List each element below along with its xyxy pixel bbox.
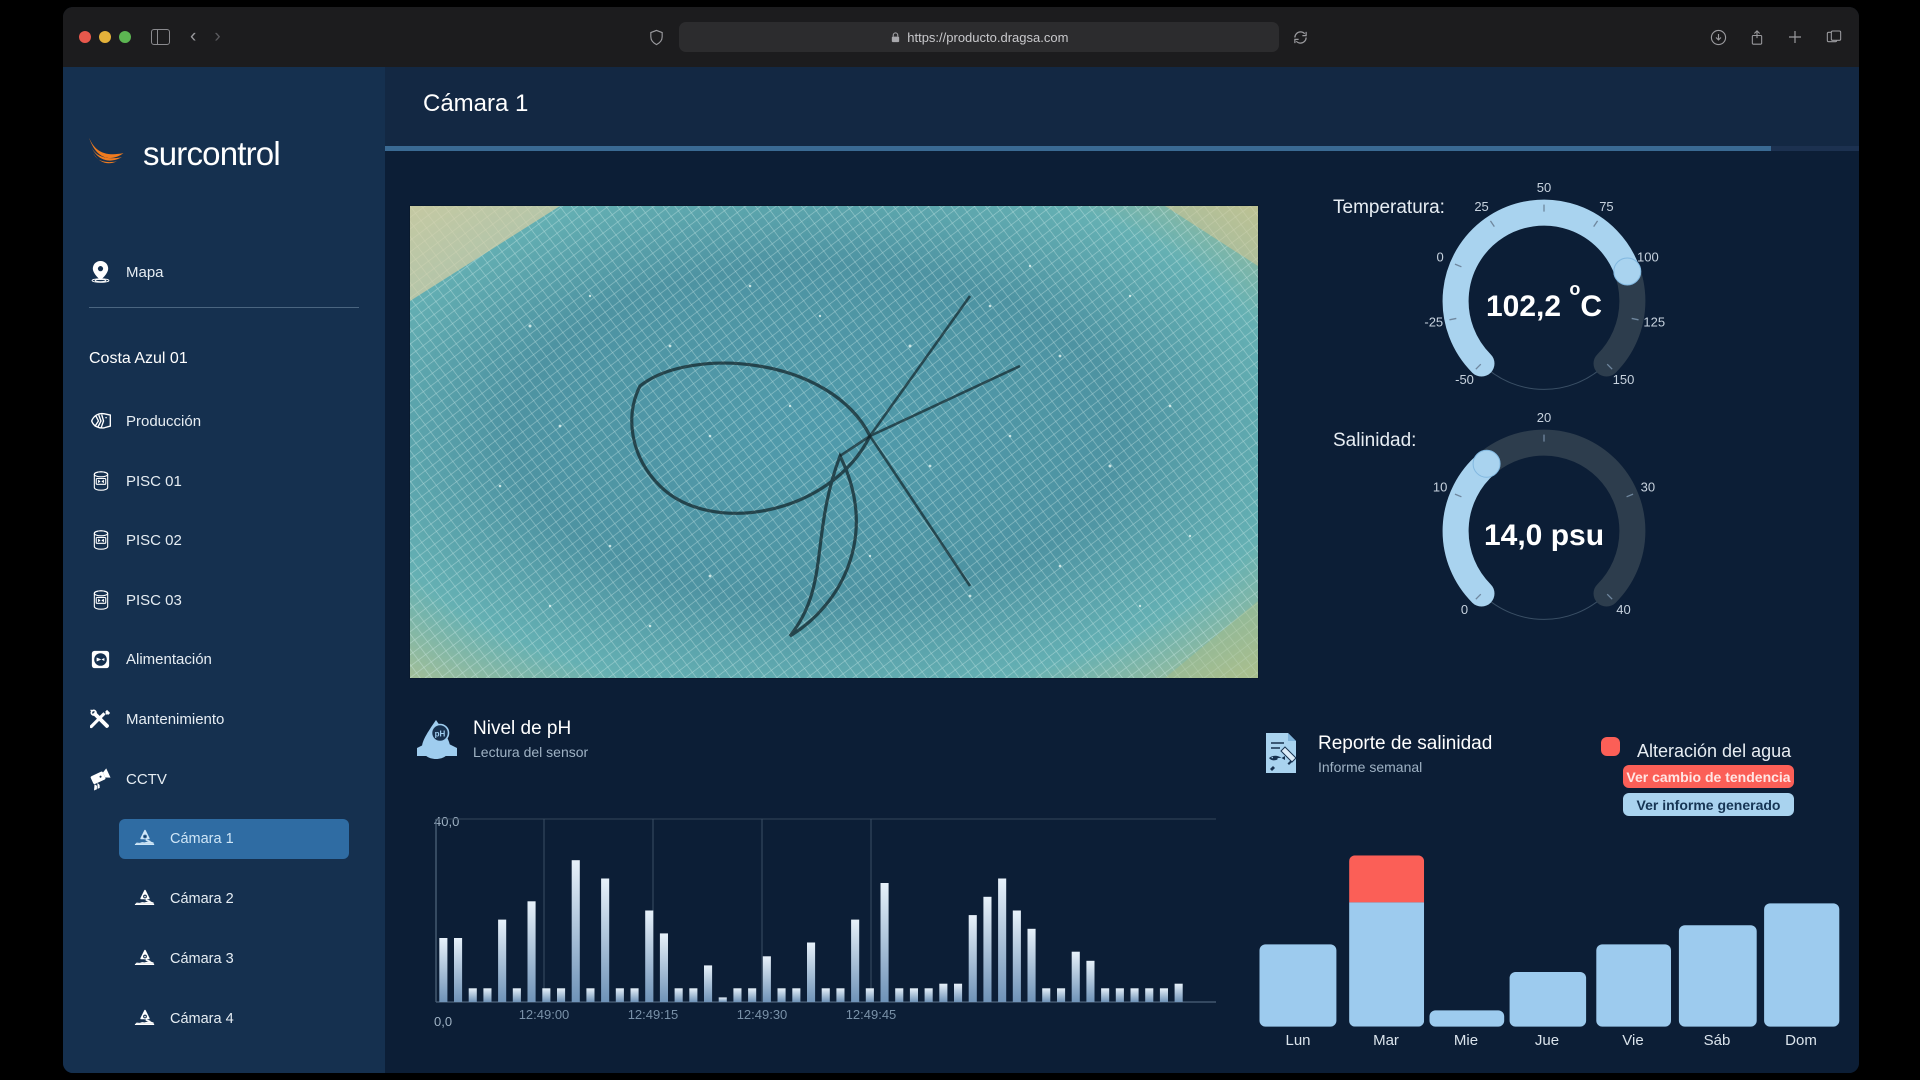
svg-text:30: 30 xyxy=(1641,479,1655,494)
svg-text:Dom: Dom xyxy=(1785,1032,1817,1049)
svg-text:25: 25 xyxy=(1474,199,1488,214)
svg-text:12:49:00: 12:49:00 xyxy=(519,1007,570,1022)
svg-text:50: 50 xyxy=(1537,180,1551,195)
svg-text:-50: -50 xyxy=(1455,372,1474,387)
svg-text:150: 150 xyxy=(1613,372,1635,387)
svg-text:75: 75 xyxy=(1599,199,1613,214)
svg-text:100: 100 xyxy=(1637,249,1659,264)
svg-text:10: 10 xyxy=(1433,479,1447,494)
svg-text:Lun: Lun xyxy=(1285,1032,1310,1049)
svg-text:20: 20 xyxy=(1537,410,1551,425)
svg-text:12:49:30: 12:49:30 xyxy=(737,1007,788,1022)
svg-text:Mie: Mie xyxy=(1454,1032,1478,1049)
svg-text:12:49:15: 12:49:15 xyxy=(628,1007,679,1022)
svg-text:0: 0 xyxy=(1437,249,1444,264)
svg-text:Sáb: Sáb xyxy=(1704,1032,1731,1049)
svg-text:Vie: Vie xyxy=(1622,1032,1643,1049)
svg-text:0: 0 xyxy=(1461,602,1468,617)
svg-text:0,0: 0,0 xyxy=(434,1014,452,1029)
svg-text:pH: pH xyxy=(435,730,446,739)
svg-text:Jue: Jue xyxy=(1535,1032,1559,1049)
svg-text:40,0: 40,0 xyxy=(434,816,459,829)
svg-text:12:49:45: 12:49:45 xyxy=(846,1007,897,1022)
svg-text:40: 40 xyxy=(1616,602,1630,617)
svg-text:Mar: Mar xyxy=(1373,1032,1399,1049)
